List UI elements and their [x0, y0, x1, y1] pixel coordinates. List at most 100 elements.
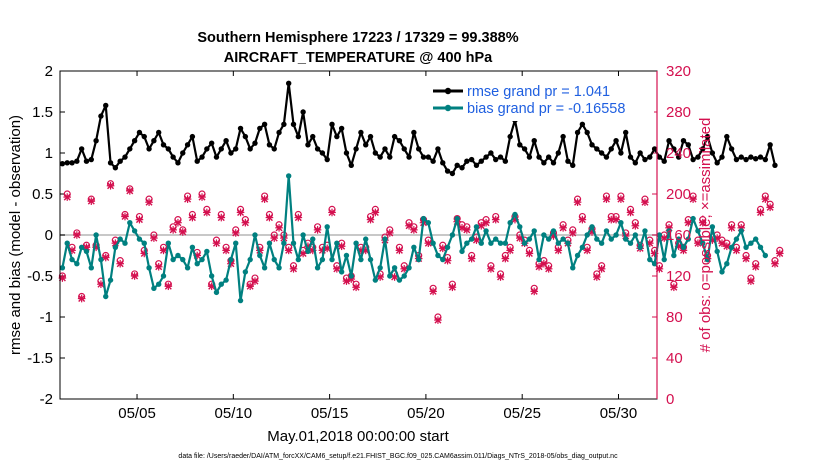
- rmse-point: [213, 154, 220, 160]
- bias-point: [276, 265, 282, 271]
- obs-assimilated-point: [87, 197, 96, 205]
- bias-point: [738, 228, 744, 234]
- obs-assimilated-point: [145, 198, 153, 206]
- bias-point: [603, 228, 610, 234]
- rmse-point: [363, 142, 369, 148]
- rmse-point: [478, 158, 484, 164]
- rmse-point: [560, 133, 566, 140]
- bias-point: [507, 220, 513, 226]
- bias-point: [579, 244, 586, 250]
- bias-point: [724, 261, 730, 267]
- left-tick-label: -1.5: [27, 350, 53, 367]
- rmse-point: [338, 125, 345, 132]
- rmse-point: [247, 146, 253, 152]
- obs-assimilated-point: [169, 226, 177, 234]
- rmse-point: [103, 102, 109, 109]
- bias-point: [444, 244, 451, 250]
- obs-assimilated-point: [568, 229, 577, 237]
- bias-point: [131, 228, 138, 234]
- rmse-point: [353, 146, 359, 152]
- bias-point: [213, 289, 220, 296]
- obs-assimilated-point: [154, 262, 163, 271]
- obs-assimilated-point: [612, 215, 620, 224]
- obs-assimilated-point: [150, 234, 158, 242]
- right-tick-label: 40: [666, 350, 683, 367]
- bias-point: [74, 261, 80, 267]
- rmse-point: [233, 146, 239, 152]
- rmse-point: [728, 146, 735, 152]
- right-tick-label: 200: [666, 186, 691, 203]
- obs-assimilated-point: [670, 283, 678, 292]
- series-obs_assimilated: [58, 182, 784, 324]
- obs-assimilated-point: [251, 277, 259, 285]
- rmse-point: [107, 160, 114, 166]
- obs-assimilated-point: [525, 249, 534, 258]
- bias-point: [493, 236, 499, 242]
- bias-point: [353, 240, 359, 246]
- bias-point: [247, 256, 253, 263]
- bias-point: [396, 277, 403, 283]
- bias-point: [526, 236, 533, 242]
- bias-point: [623, 236, 629, 242]
- rmse-point: [603, 154, 610, 160]
- bias-point: [762, 252, 769, 259]
- bias-point: [372, 277, 379, 283]
- rmse-point: [295, 133, 302, 140]
- rmse-point: [146, 146, 152, 152]
- obs-assimilated-point: [116, 259, 124, 268]
- rmse-point: [444, 168, 451, 174]
- bias-point: [175, 252, 181, 259]
- rmse-point: [141, 133, 147, 140]
- obs-assimilated-point: [352, 283, 360, 292]
- bias-point: [733, 236, 740, 242]
- right-tick-labels: 0 40 80 120 160 200 240 280 320: [666, 63, 691, 408]
- rmse-point: [536, 154, 542, 160]
- bias-point: [478, 240, 484, 246]
- obs-assimilated-point: [126, 187, 134, 195]
- left-tick-label: 2: [45, 63, 53, 80]
- obs-assimilated-point: [159, 246, 168, 255]
- bias-point: [136, 236, 143, 242]
- rmse-point: [772, 162, 778, 168]
- rmse-point: [204, 146, 210, 152]
- rmse-point: [131, 138, 138, 144]
- rmse-point: [757, 154, 764, 160]
- right-tick-label: 120: [666, 268, 691, 285]
- rmse-point: [531, 138, 537, 144]
- left-tick-label: 1.5: [32, 104, 53, 121]
- bias-point: [661, 256, 667, 263]
- rmse-point: [661, 158, 667, 164]
- rmse-point: [468, 156, 475, 163]
- bias-point: [59, 265, 66, 271]
- bias-point: [709, 224, 716, 230]
- obs-assimilated-point: [174, 218, 182, 227]
- rmse-point: [651, 146, 658, 152]
- rmse-point: [449, 170, 456, 177]
- bias-point: [488, 240, 494, 246]
- rmse-point: [175, 160, 181, 166]
- bias-point: [666, 228, 672, 234]
- obs-assimilated-point: [217, 213, 226, 222]
- rmse-point: [358, 129, 364, 136]
- legend-rmse-marker: [444, 87, 452, 95]
- bias-point: [151, 285, 157, 291]
- rmse-point: [690, 156, 696, 163]
- rmse-point: [700, 146, 706, 152]
- rmse-point: [623, 129, 629, 136]
- legend: rmse grand pr = 1.041 bias grand pr = -0…: [428, 79, 654, 121]
- bias-point: [555, 240, 562, 246]
- bias-point: [502, 240, 509, 246]
- rmse-point: [709, 150, 716, 156]
- bias-point: [338, 269, 345, 275]
- rmse-point: [127, 146, 133, 152]
- bias-point: [473, 224, 480, 230]
- rmse-point: [411, 129, 417, 136]
- obs-assimilated-point: [106, 182, 115, 190]
- rmse-point: [367, 133, 374, 140]
- obs-assimilated-point: [284, 246, 293, 255]
- bias-point: [165, 240, 172, 246]
- obs-assimilated-point: [463, 226, 471, 234]
- obs-assimilated-point: [135, 215, 144, 224]
- legend-bias-marker: [444, 104, 452, 112]
- rmse-point: [608, 146, 614, 152]
